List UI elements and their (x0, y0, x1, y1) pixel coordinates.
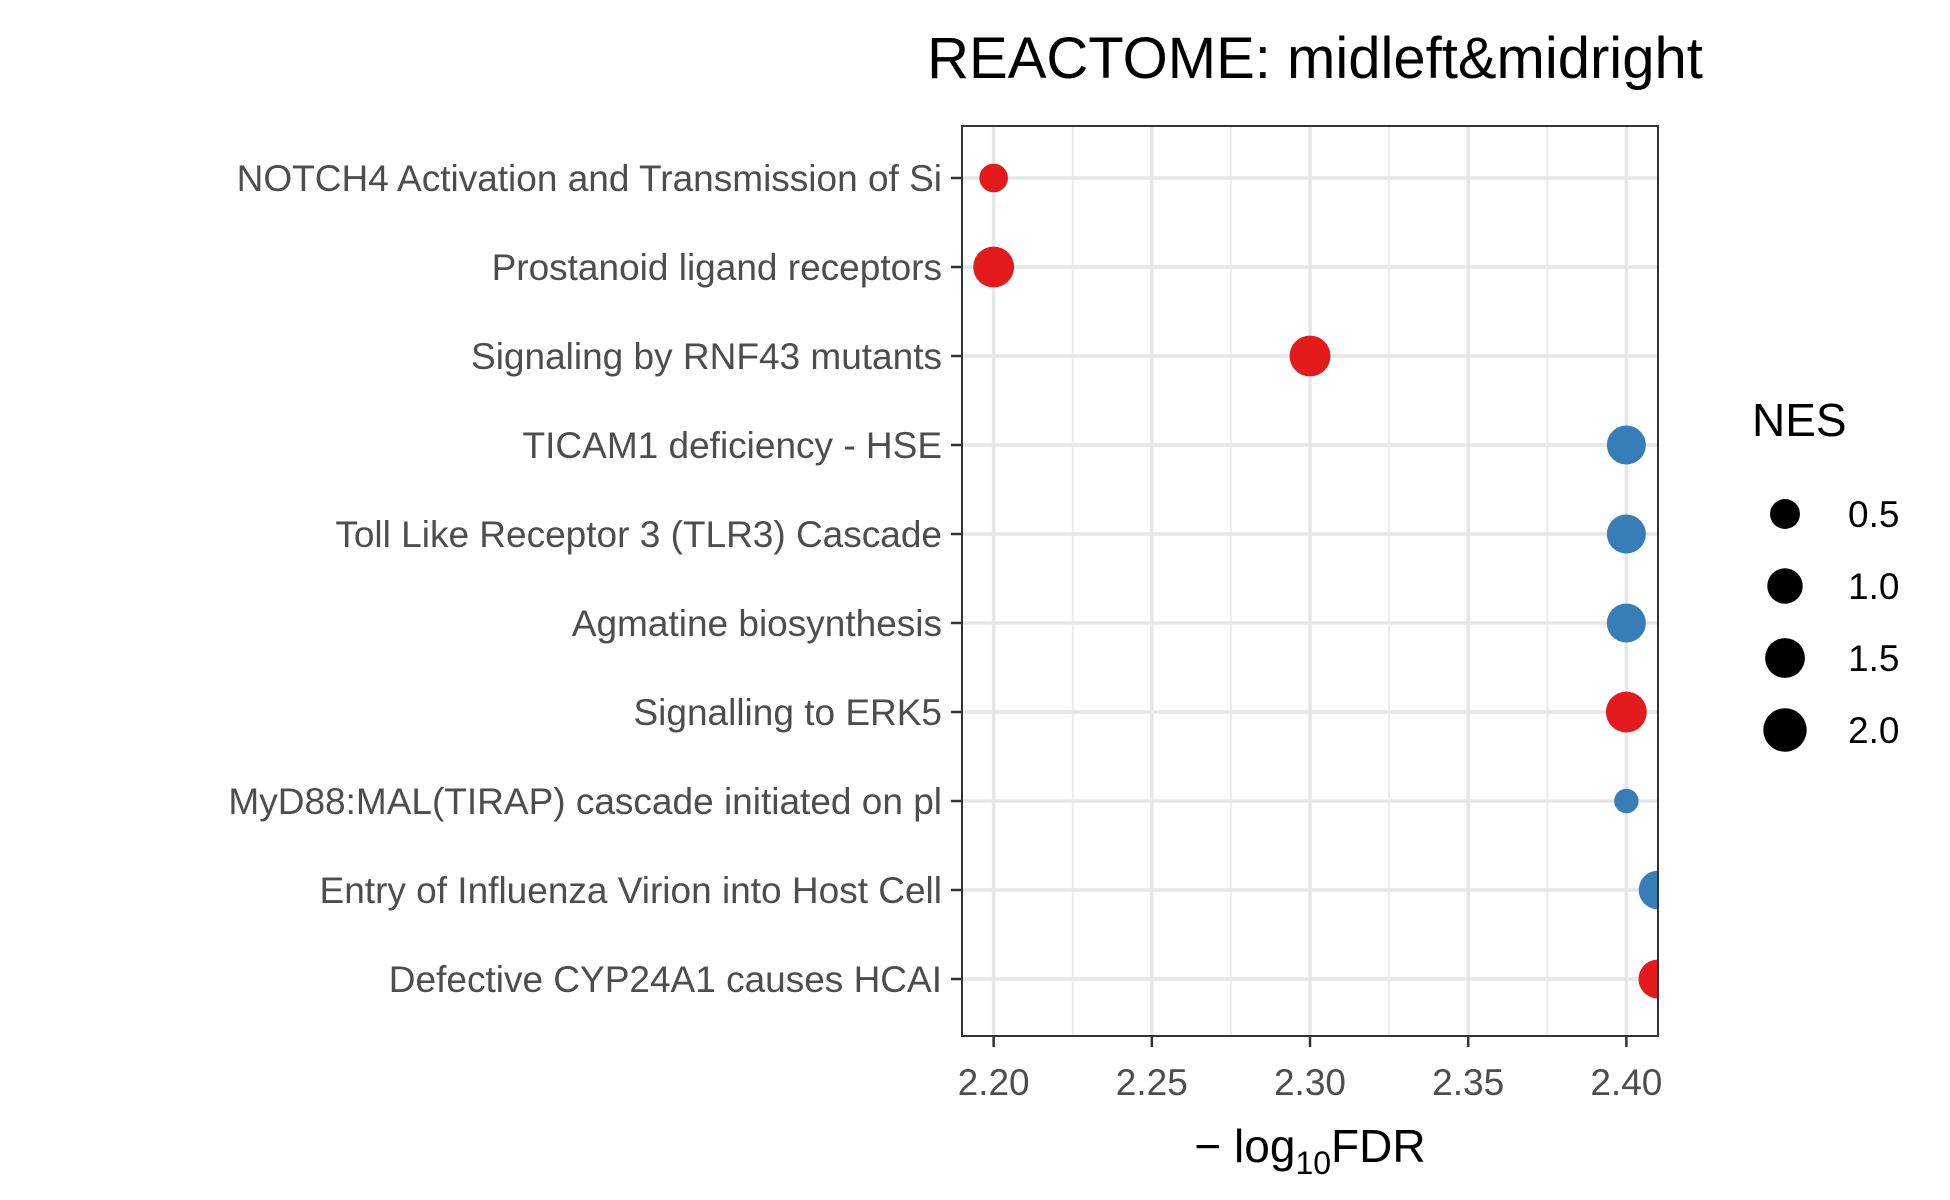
y-tick-label: Prostanoid ligand receptors (492, 247, 942, 288)
data-point (979, 163, 1008, 193)
x-axis-title-suffix: FDR (1331, 1120, 1426, 1172)
legend-key-circle (1770, 499, 1800, 529)
y-tick-label: Signalling to ERK5 (633, 692, 942, 733)
legend-key-label: 0.5 (1848, 494, 1899, 535)
legend-title: NES (1752, 394, 1847, 446)
legend-key-label: 2.0 (1848, 710, 1899, 751)
grid-major (962, 126, 1658, 1036)
data-point (1289, 335, 1331, 377)
x-tick-label: 2.35 (1432, 1062, 1504, 1103)
y-tick-label: TICAM1 deficiency - HSE (523, 425, 942, 466)
legend-key-circle (1767, 568, 1803, 604)
y-tick-label: MyD88:MAL(TIRAP) cascade initiated on pl (228, 781, 942, 822)
data-point (1605, 691, 1647, 733)
y-tick-label: Entry of Influenza Virion into Host Cell (320, 870, 942, 911)
y-tick-label: Toll Like Receptor 3 (TLR3) Cascade (335, 514, 942, 555)
legend-key-circle (1765, 638, 1805, 678)
data-point (1638, 870, 1658, 910)
legend-key-label: 1.5 (1848, 638, 1899, 679)
x-tick-label: 2.40 (1590, 1062, 1662, 1103)
legend-key-label: 1.0 (1848, 566, 1899, 607)
x-axis-title-prefix: − log (1194, 1120, 1295, 1172)
data-points (973, 163, 1658, 999)
legend: NES 0.5 1.0 1.5 2.0 (1752, 394, 1899, 752)
x-axis-title-subscript: 10 (1295, 1145, 1331, 1181)
y-tick-label: Signaling by RNF43 mutants (471, 336, 942, 377)
y-tick-label: Agmatine biosynthesis (572, 603, 942, 644)
legend-key-circle (1763, 708, 1807, 752)
x-axis-title: − log10FDR (1194, 1120, 1425, 1181)
x-tick-label: 2.20 (958, 1062, 1030, 1103)
x-tick-label: 2.30 (1274, 1062, 1346, 1103)
y-axis: NOTCH4 Activation and Transmission of Si… (228, 158, 962, 1000)
data-point (1638, 959, 1658, 999)
data-point (973, 246, 1015, 288)
chart-title: REACTOME: midleft&midright (927, 26, 1703, 91)
data-point (1606, 603, 1646, 643)
data-point (1606, 425, 1646, 465)
data-point (1606, 514, 1646, 554)
data-point (1614, 788, 1639, 814)
y-tick-label: Defective CYP24A1 causes HCAI (389, 959, 942, 1000)
y-tick-label: NOTCH4 Activation and Transmission of Si (237, 158, 942, 199)
x-tick-label: 2.25 (1116, 1062, 1188, 1103)
x-axis: 2.20 2.25 2.30 2.35 2.40 (958, 1036, 1662, 1103)
grid-minor (1071, 126, 1549, 1036)
